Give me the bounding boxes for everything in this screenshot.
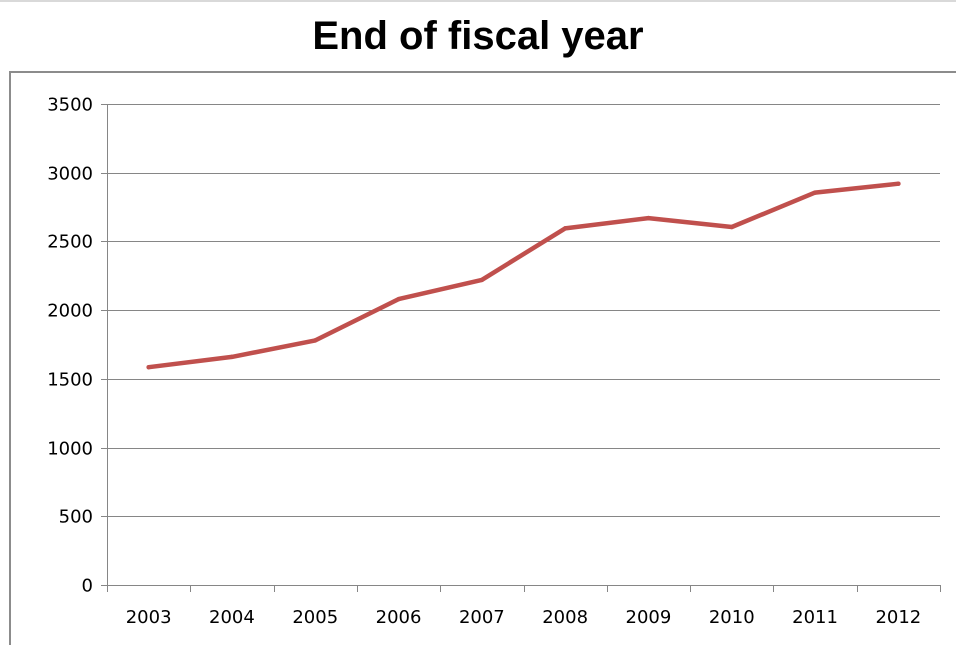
data-point-2006 [396,296,401,302]
data-point-2008 [562,226,568,231]
x-tick-label-2012: 2012 [875,607,921,628]
y-tick-label-1000: 1000 [47,439,93,460]
series-group [146,181,901,370]
x-tick-label-2008: 2008 [542,607,588,628]
data-point-2004 [229,354,235,360]
x-tick-label-2004: 2004 [209,607,255,628]
y-tick-label-3500: 3500 [47,95,93,116]
y-tick-label-2500: 2500 [47,232,93,253]
y-tick-label-0: 0 [82,576,93,597]
x-axis-ticks: 2003 2004 2005 2006 2007 2008 2009 2010 2011 2012 [107,585,941,628]
data-point-2011 [812,190,818,195]
data-point-2007 [479,277,485,283]
y-tick-label-2000: 2000 [47,301,93,322]
x-tick-label-2005: 2005 [292,607,338,628]
axes [107,104,940,586]
gridlines [107,104,940,517]
x-tick-label-2003: 2003 [126,607,172,628]
x-tick-label-2011: 2011 [792,607,838,628]
y-axis-ticks: 0 500 1000 1500 2000 2500 3000 3500 [47,95,107,597]
series-line-0 [146,181,901,370]
data-point-2005 [313,338,318,343]
chart-title: End of fiscal year [312,14,644,58]
y-tick-label-3000: 3000 [47,164,93,185]
data-point-2010 [729,224,734,230]
chart-frame [9,71,956,645]
x-tick-label-2007: 2007 [459,607,505,628]
data-point-2009 [646,215,651,221]
x-tick-label-2006: 2006 [376,607,422,628]
data-point-2003 [146,364,151,370]
x-tick-label-2010: 2010 [709,607,755,628]
y-tick-label-1500: 1500 [47,370,93,391]
x-tick-label-2009: 2009 [626,607,672,628]
y-tick-label-500: 500 [59,507,93,528]
top-rule [0,0,956,2]
data-point-2012 [896,181,901,186]
